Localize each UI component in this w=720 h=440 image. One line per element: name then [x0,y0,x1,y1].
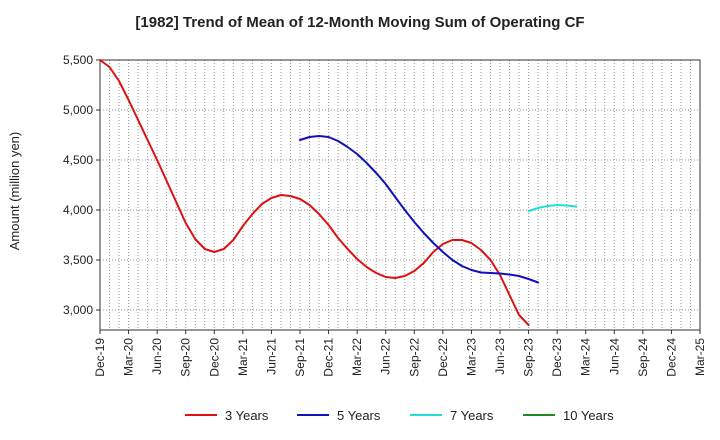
series-line-3-years [99,59,530,326]
y-tick-label: 4,500 [63,153,93,167]
x-tick-label: Jun-24 [607,338,621,375]
x-tick-label: Mar-25 [693,338,707,376]
x-axis-ticks: Dec-19 Mar-20 Jun-20 Sep-20 Dec-20 Mar-21 Jun-… [93,330,707,377]
series-line-7-years [527,204,578,212]
y-tick-label: 5,000 [63,103,93,117]
x-tick-label: Sep-21 [293,338,307,377]
y-tick-label: 3,000 [63,303,93,317]
y-tick-label: 5,500 [63,53,93,67]
x-tick-label: Sep-24 [636,338,650,377]
legend-label: 5 Years [337,408,381,423]
legend-label: 7 Years [450,408,494,423]
x-tick-label: Sep-22 [407,338,421,377]
grid [100,59,700,330]
x-tick-label: Sep-23 [522,338,536,377]
y-tick-label: 4,000 [63,203,93,217]
chart-title: [1982] Trend of Mean of 12-Month Moving … [135,14,584,31]
x-tick-label: Mar-24 [579,338,593,376]
x-tick-label: Jun-20 [150,338,164,375]
y-axis-label: Amount (million yen) [7,132,22,251]
x-tick-label: Mar-22 [350,338,364,376]
x-tick-label: Jun-21 [264,338,278,375]
x-tick-label: Dec-24 [664,338,678,377]
legend: 3 Years 5 Years 7 Years 10 Years [185,408,614,423]
legend-label: 3 Years [225,408,269,423]
x-tick-label: Jun-23 [493,338,507,375]
legend-label: 10 Years [563,408,614,423]
x-tick-label: Mar-21 [236,338,250,376]
x-tick-label: Dec-23 [550,338,564,377]
y-axis-ticks: 3,000 3,500 4,000 4,500 5,000 5,500 [63,53,100,317]
x-tick-label: Sep-20 [179,338,193,377]
x-tick-label: Jun-22 [379,338,393,375]
series-lines [99,59,578,326]
y-tick-label: 3,500 [63,253,93,267]
x-tick-label: Mar-23 [464,338,478,376]
x-tick-label: Dec-19 [93,338,107,377]
series-line-5-years [299,135,540,284]
plot-frame [99,59,701,331]
x-tick-label: Dec-22 [436,338,450,377]
x-tick-label: Mar-20 [122,338,136,376]
x-tick-label: Dec-21 [322,338,336,377]
x-tick-label: Dec-20 [207,338,221,377]
